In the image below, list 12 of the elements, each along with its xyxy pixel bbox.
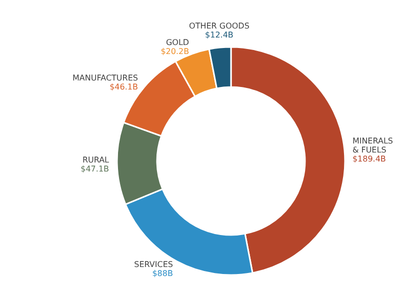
- slice-label: GOLD: [166, 38, 190, 47]
- data-label: $20.2B: [160, 46, 190, 56]
- data-label: $46.1B: [110, 82, 138, 92]
- data-label: $47.1B: [80, 164, 110, 174]
- slice-label: MANUFACTURES: [72, 74, 138, 83]
- slice-label: RURAL: [82, 155, 110, 164]
- slice-label: SERVICES: [134, 260, 173, 269]
- slice-label: MINERALS & FUELS: [352, 136, 393, 154]
- data-label: $189.4B: [352, 154, 386, 164]
- slice-label: OTHER GOODS: [189, 22, 250, 31]
- data-label: $88B: [152, 268, 173, 278]
- data-label: $12.4B: [205, 30, 234, 40]
